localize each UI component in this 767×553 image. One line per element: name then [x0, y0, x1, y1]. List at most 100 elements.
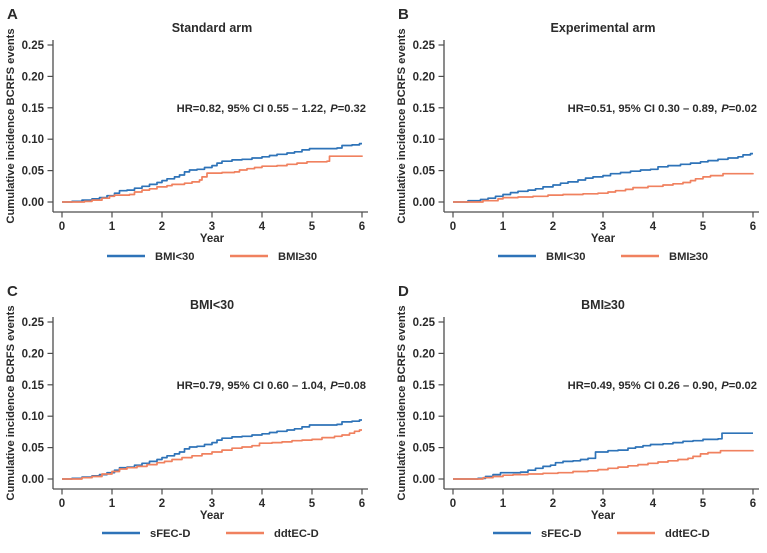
panel-c-bmi-lt-30: C BMI<30 Cumulative incidence BCRFS even… [5, 283, 368, 540]
x-tick-label: 6 [359, 221, 365, 233]
x-tick-label: 5 [309, 221, 316, 233]
y-tick-label: 0.15 [413, 380, 436, 392]
panel-letter: C [7, 283, 18, 300]
legend: sFEC-D ddtEC-D [102, 528, 319, 540]
y-axis-label: Cumulative incidence BCRFS events [5, 28, 17, 223]
series-curve-BMI≥30 [62, 155, 363, 203]
y-axis-ticks: 0.00 0.05 0.10 0.15 0.20 0.25 [22, 40, 53, 209]
y-tick-label: 0.10 [22, 134, 44, 146]
y-tick-label: 0.20 [413, 71, 435, 83]
x-tick-label: 5 [309, 498, 316, 510]
x-tick-label: 6 [750, 498, 756, 510]
curves [62, 419, 362, 480]
x-axis-ticks: 0 1 2 3 4 5 6 [450, 489, 756, 510]
legend-label-series1: BMI<30 [155, 251, 194, 263]
series-curve-ddtEC-D [453, 449, 754, 480]
y-tick-label: 0.00 [413, 197, 435, 209]
y-tick-label: 0.05 [413, 443, 436, 455]
x-tick-label: 5 [700, 221, 707, 233]
y-axis-label: Cumulative incidence BCRFS events [396, 305, 408, 500]
y-tick-label: 0.25 [22, 40, 45, 52]
x-tick-label: 1 [109, 498, 116, 510]
x-tick-label: 4 [650, 498, 657, 510]
hr-annotation: HR=0.82, 95% CI 0.55 – 1.22, P=0.32 [177, 103, 366, 115]
y-axis-ticks: 0.00 0.05 0.10 0.15 0.20 0.25 [22, 317, 53, 486]
x-axis-ticks: 0 1 2 3 4 5 6 [59, 212, 365, 233]
y-tick-label: 0.20 [22, 348, 44, 360]
legend: BMI<30 BMI≥30 [107, 251, 317, 263]
x-axis-ticks: 0 1 2 3 4 5 6 [59, 489, 365, 510]
panel-a-standard-arm: A Standard arm Cumulative incidence BCRF… [5, 6, 368, 263]
x-tick-label: 2 [550, 221, 556, 233]
legend-label-series1: sFEC-D [541, 528, 581, 540]
hr-annotation: HR=0.51, 95% CI 0.30 – 0.89, P=0.02 [568, 103, 757, 115]
series-curve-sFEC-D [62, 419, 362, 480]
x-tick-label: 0 [59, 221, 65, 233]
legend-label-series2: BMI≥30 [669, 251, 708, 263]
hr-annotation: HR=0.79, 95% CI 0.60 – 1.04, P=0.08 [177, 380, 366, 392]
series-curve-BMI≥30 [453, 172, 754, 203]
series-curve-sFEC-D [453, 432, 753, 480]
x-axis-ticks: 0 1 2 3 4 5 6 [450, 212, 756, 233]
legend-label-series1: BMI<30 [546, 251, 585, 263]
legend-label-series2: BMI≥30 [278, 251, 317, 263]
curves [62, 142, 363, 203]
legend: sFEC-D ddtEC-D [493, 528, 710, 540]
x-axis-label: Year [200, 233, 225, 245]
series-curve-BMI<30 [453, 152, 753, 203]
x-tick-label: 4 [259, 498, 266, 510]
x-tick-label: 4 [650, 221, 657, 233]
x-tick-label: 3 [600, 498, 606, 510]
x-axis-label: Year [591, 510, 616, 522]
panel-title: BMI<30 [190, 298, 234, 312]
series-curve-ddtEC-D [62, 429, 362, 480]
y-tick-label: 0.20 [22, 71, 44, 83]
x-tick-label: 6 [359, 498, 365, 510]
x-tick-label: 3 [209, 221, 215, 233]
panel-b-experimental-arm: B Experimental arm Cumulative incidence … [396, 6, 759, 263]
x-axis-label: Year [591, 233, 616, 245]
y-axis-label: Cumulative incidence BCRFS events [396, 28, 408, 223]
x-tick-label: 1 [500, 498, 507, 510]
y-tick-label: 0.15 [22, 380, 45, 392]
y-axis-ticks: 0.00 0.05 0.10 0.15 0.20 0.25 [413, 40, 444, 209]
y-axis-ticks: 0.00 0.05 0.10 0.15 0.20 0.25 [413, 317, 444, 486]
y-axis-label: Cumulative incidence BCRFS events [5, 305, 17, 500]
x-tick-label: 4 [259, 221, 266, 233]
panel-letter: D [398, 283, 409, 300]
y-tick-label: 0.15 [413, 103, 436, 115]
y-tick-label: 0.00 [22, 197, 44, 209]
panel-title: BMI≥30 [581, 298, 625, 312]
x-tick-label: 0 [450, 221, 456, 233]
y-tick-label: 0.05 [413, 166, 436, 178]
x-tick-label: 1 [500, 221, 507, 233]
x-tick-label: 0 [450, 498, 456, 510]
x-tick-label: 3 [600, 221, 606, 233]
panel-letter: B [398, 6, 409, 23]
y-tick-label: 0.25 [413, 40, 436, 52]
y-tick-label: 0.25 [413, 317, 436, 329]
legend-label-series2: ddtEC-D [665, 528, 710, 540]
y-tick-label: 0.10 [413, 134, 435, 146]
x-tick-label: 6 [750, 221, 756, 233]
panel-title: Standard arm [172, 21, 253, 35]
y-tick-label: 0.20 [413, 348, 435, 360]
y-tick-label: 0.10 [413, 411, 435, 423]
legend: BMI<30 BMI≥30 [498, 251, 708, 263]
y-tick-label: 0.00 [22, 474, 44, 486]
x-tick-label: 2 [550, 498, 556, 510]
x-tick-label: 2 [159, 498, 165, 510]
y-tick-label: 0.15 [22, 103, 45, 115]
legend-label-series1: sFEC-D [150, 528, 190, 540]
panel-d-bmi-ge-30: D BMI≥30 Cumulative incidence BCRFS even… [396, 283, 759, 540]
x-tick-label: 1 [109, 221, 116, 233]
y-tick-label: 0.05 [22, 166, 45, 178]
panel-letter: A [7, 6, 18, 23]
y-tick-label: 0.05 [22, 443, 45, 455]
x-tick-label: 3 [209, 498, 215, 510]
x-tick-label: 2 [159, 221, 165, 233]
curves [453, 432, 754, 480]
curves [453, 152, 754, 203]
x-tick-label: 0 [59, 498, 65, 510]
